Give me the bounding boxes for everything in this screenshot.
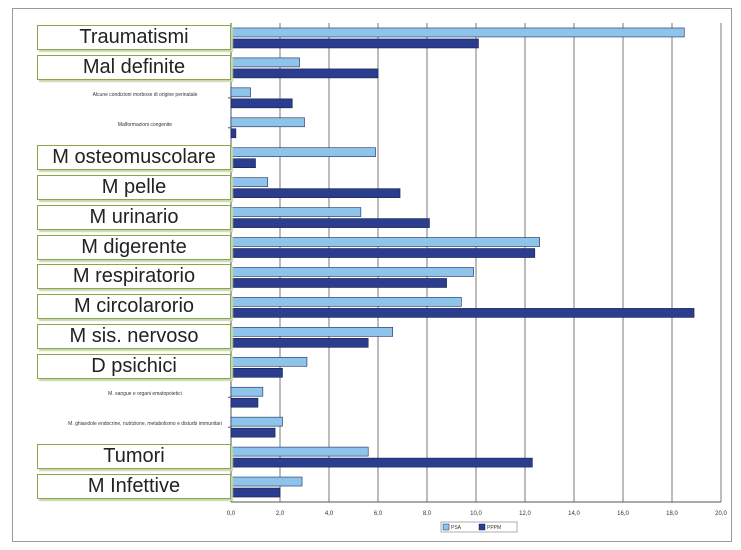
category-label: Mal definite [37,54,231,80]
category-label: Tumori [37,444,231,470]
category-label: M circolarorio [37,294,231,320]
x-tick-label: 6,0 [374,511,383,517]
legend-label: PSA [451,525,462,531]
bar-pppm [230,128,237,139]
bar-pppm [230,397,259,408]
category-label: M sis. nervoso [37,324,231,350]
x-tick-label: 18,0 [666,511,678,517]
bar-pppm [230,98,293,109]
bar-pppm [230,338,369,348]
x-tick-label: 2,0 [276,511,285,517]
category-label: D psichici [37,354,231,380]
x-tick-label: 16,0 [617,511,629,517]
category-label: M osteomuscolare [37,144,231,170]
bar-chart: 0,0 2,0 4,0 6,0 8,0 10,0 12,0 14,0 16,0 18,0 20,0 P… [227,23,727,533]
category-label: M. ghiandole endocrine, nutrizione, meta… [68,421,222,428]
bar-psa [230,117,305,128]
legend-label: PPPM [487,525,501,531]
bar-psa [230,267,474,277]
category-label: M urinario [37,204,231,230]
bar-pppm [230,248,536,258]
category-label: Alcune condizioni morbose di origine per… [92,91,198,98]
bar-psa [230,57,300,68]
x-tick-label: 10,0 [470,511,482,517]
x-tick-label: 4,0 [325,511,334,517]
bar-psa [230,177,269,187]
x-tick-label: 20,0 [715,511,727,517]
bar-pppm [230,68,379,79]
x-tick-label: 12,0 [519,511,531,517]
category-label: Malformazioni congenite [117,121,173,128]
category-label: Traumatismi [37,24,231,50]
x-tick-label: 0,0 [227,511,236,517]
bar-psa [230,27,685,38]
bar-pppm [230,367,283,378]
bar-pppm [230,487,281,498]
bar-psa [230,386,264,397]
bar-psa [230,476,303,487]
x-tick-label: 8,0 [423,511,432,517]
bar-psa [230,327,393,337]
bar-psa [230,416,283,427]
bar-pppm [230,38,479,49]
category-label: M. sangue e organi ematopoietici [108,391,182,398]
legend-swatch [442,523,450,531]
bar-pppm [230,218,430,228]
bar-pppm [230,188,401,198]
bar-psa [230,297,462,307]
bar-pppm [230,308,695,318]
category-label: M digerente [37,234,231,260]
category-label: M Infettive [37,474,231,500]
category-label: M respiratorio [37,264,231,290]
bar-psa [230,147,376,158]
bar-psa [230,237,541,247]
category-label: M pelle [37,174,231,200]
bar-psa [230,446,369,457]
bar-pppm [230,278,447,288]
bar-psa [230,87,251,98]
chart-frame: 0,0 2,0 4,0 6,0 8,0 10,0 12,0 14,0 16,0 18,0 20,0 P… [12,8,732,542]
legend-swatch [478,523,486,531]
bar-psa [230,356,308,367]
bar-pppm [230,158,256,169]
bar-psa [230,207,362,217]
x-tick-label: 14,0 [568,511,580,517]
bar-pppm [230,427,276,438]
bar-pppm [230,457,533,468]
